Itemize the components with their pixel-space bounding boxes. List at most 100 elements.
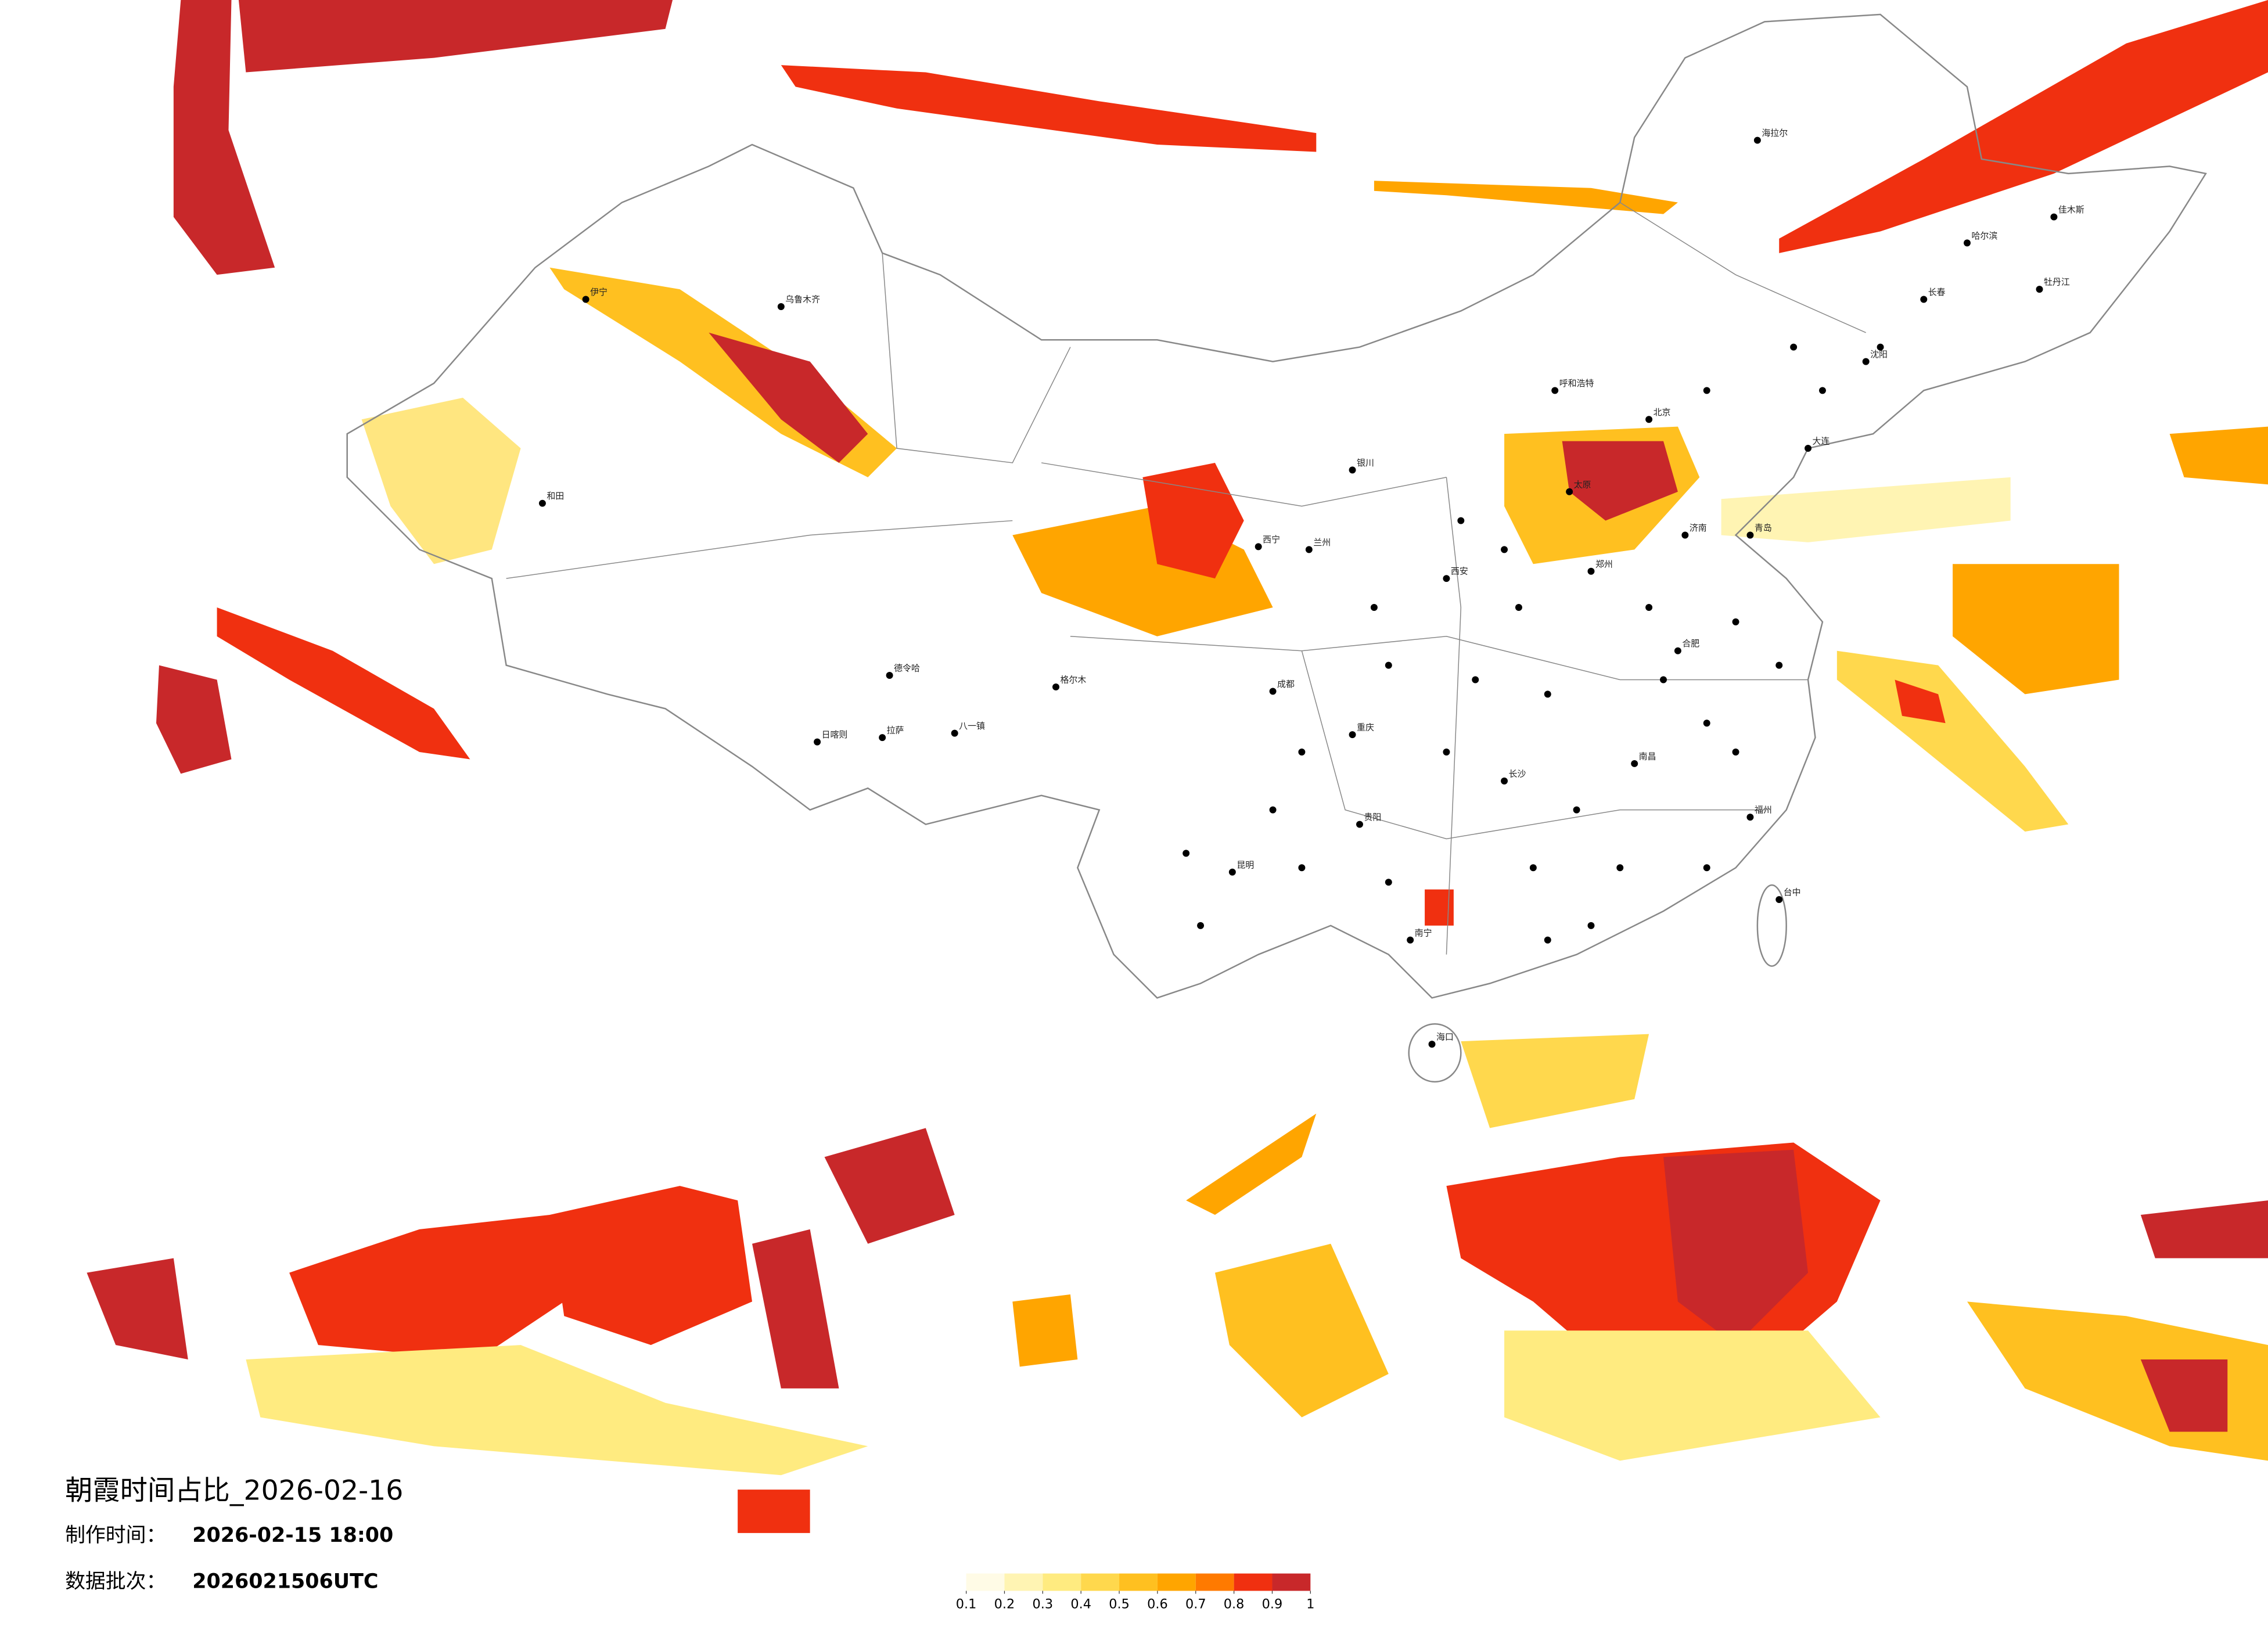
cloud-patch	[1721, 477, 2011, 542]
colorbar-tick-label: 0.3	[1033, 1596, 1054, 1611]
city-label: 青岛	[1755, 523, 1772, 533]
city-label: 郑州	[1595, 559, 1613, 569]
taiwan-outline	[1756, 884, 1787, 967]
city-dot	[1349, 731, 1356, 739]
city-dot	[1269, 806, 1277, 814]
cloud-patch	[1374, 181, 1678, 214]
cloud-patch	[1953, 564, 2119, 695]
city-dot	[1805, 445, 1812, 452]
city-label: 和田	[547, 491, 564, 501]
cloud-patch	[1425, 889, 1454, 926]
city-label: 大连	[1813, 436, 1830, 447]
city-dot	[1356, 821, 1363, 828]
batch-label: 数据批次：	[65, 1570, 166, 1593]
city-dot	[1501, 546, 1508, 553]
city-label: 日喀则	[822, 729, 848, 740]
city-dot	[1964, 239, 1971, 247]
city-label: 沈阳	[1870, 349, 1888, 359]
city-dot	[1529, 864, 1537, 872]
cloud-patch	[1142, 462, 1244, 579]
colorbar-swatch	[1119, 1573, 1158, 1591]
batch-value: 2026021506UTC	[192, 1570, 378, 1593]
colorbar-swatch	[966, 1573, 1005, 1591]
city-dot	[1775, 896, 1783, 904]
city-dot	[1616, 864, 1624, 872]
city-dot	[1746, 814, 1754, 821]
city-dot	[1753, 136, 1761, 144]
city-dot	[1052, 683, 1059, 690]
city-label: 兰州	[1313, 537, 1331, 548]
cloud-patch	[289, 1214, 608, 1360]
cloud-patch	[1895, 679, 1946, 724]
city-dot	[1790, 343, 1798, 351]
city-dot	[1349, 466, 1356, 474]
country-outline	[346, 13, 2207, 1083]
city-dot	[1631, 760, 1638, 767]
city-dot	[1457, 517, 1465, 524]
city-dot	[1501, 777, 1508, 785]
cloud-patch	[709, 332, 868, 463]
cloud-patch	[156, 665, 232, 774]
city-dot	[1472, 676, 1479, 684]
cloud-patch	[2140, 1359, 2228, 1432]
cloud-patch	[238, 0, 673, 73]
city-label: 台中	[1784, 887, 1801, 898]
colorbar-tick-label: 0.5	[1109, 1596, 1130, 1611]
city-dot	[1746, 531, 1754, 539]
city-dot	[582, 296, 590, 303]
city-dot	[1385, 879, 1392, 886]
city-label: 成都	[1277, 679, 1295, 689]
colorbar-tick-label: 0.7	[1185, 1596, 1206, 1611]
colorbar-tick-label: 0.8	[1224, 1596, 1245, 1611]
city-dot	[1407, 936, 1414, 944]
city-label: 佳木斯	[2058, 204, 2084, 215]
city-label: 乌鲁木齐	[785, 294, 820, 305]
city-label: 福州	[1755, 805, 1772, 815]
colorbar-swatch	[1157, 1573, 1196, 1591]
cloud-patch	[1504, 1330, 1881, 1461]
hainan-outline	[1408, 1023, 1462, 1083]
cloud-patch	[1779, 0, 2268, 253]
city-dot	[1920, 296, 1928, 303]
city-dot	[1544, 690, 1551, 698]
colorbar-tick-label: 0.1	[956, 1596, 977, 1611]
cloud-patch	[1836, 650, 2069, 832]
colorbar: 0.1 0.2 0.3 0.4 0.5 0.6 0.7 0.8 0.9 1	[956, 1573, 1314, 1611]
colorbar-tick-label: 0.6	[1147, 1596, 1168, 1611]
city-dot	[879, 734, 886, 742]
title: 朝霞时间占比_2026-02-16	[65, 1475, 403, 1507]
border	[346, 13, 2207, 999]
city-dot	[1587, 922, 1595, 929]
city-dot	[1566, 488, 1573, 495]
colorbar-tick-label: 0.9	[1262, 1596, 1283, 1611]
province-borders	[506, 202, 1866, 955]
colorbar-tick-label: 1	[1306, 1596, 1314, 1611]
cloud-patch	[1461, 1034, 1649, 1128]
cloud-patch	[781, 65, 1317, 152]
cloud-patch	[1214, 1243, 1389, 1418]
city-dot	[814, 738, 821, 746]
city-dot	[1674, 647, 1681, 654]
city-label: 格尔木	[1060, 674, 1086, 685]
city-label: 昆明	[1237, 859, 1254, 870]
colorbar-swatch	[1272, 1573, 1311, 1591]
city-label: 呼和浩特	[1559, 378, 1594, 388]
city-label: 海口	[1436, 1032, 1454, 1042]
city-dot	[2050, 213, 2058, 221]
city-dot	[1385, 661, 1392, 669]
cloud-patch	[2140, 1200, 2268, 1258]
cloud-patch	[1663, 1149, 1809, 1346]
city-dot	[1305, 546, 1313, 553]
city-dot	[1681, 531, 1689, 539]
city-dot	[1428, 1041, 1436, 1048]
city-dot	[1660, 676, 1667, 684]
city-dot	[1298, 749, 1306, 756]
city-dot	[1370, 604, 1378, 611]
cloud-patch	[1012, 1294, 1078, 1367]
cloud-patch	[1186, 1113, 1317, 1215]
city-dot	[1443, 575, 1450, 582]
city-label: 贵阳	[1364, 812, 1381, 822]
city-dot	[1255, 543, 1262, 551]
